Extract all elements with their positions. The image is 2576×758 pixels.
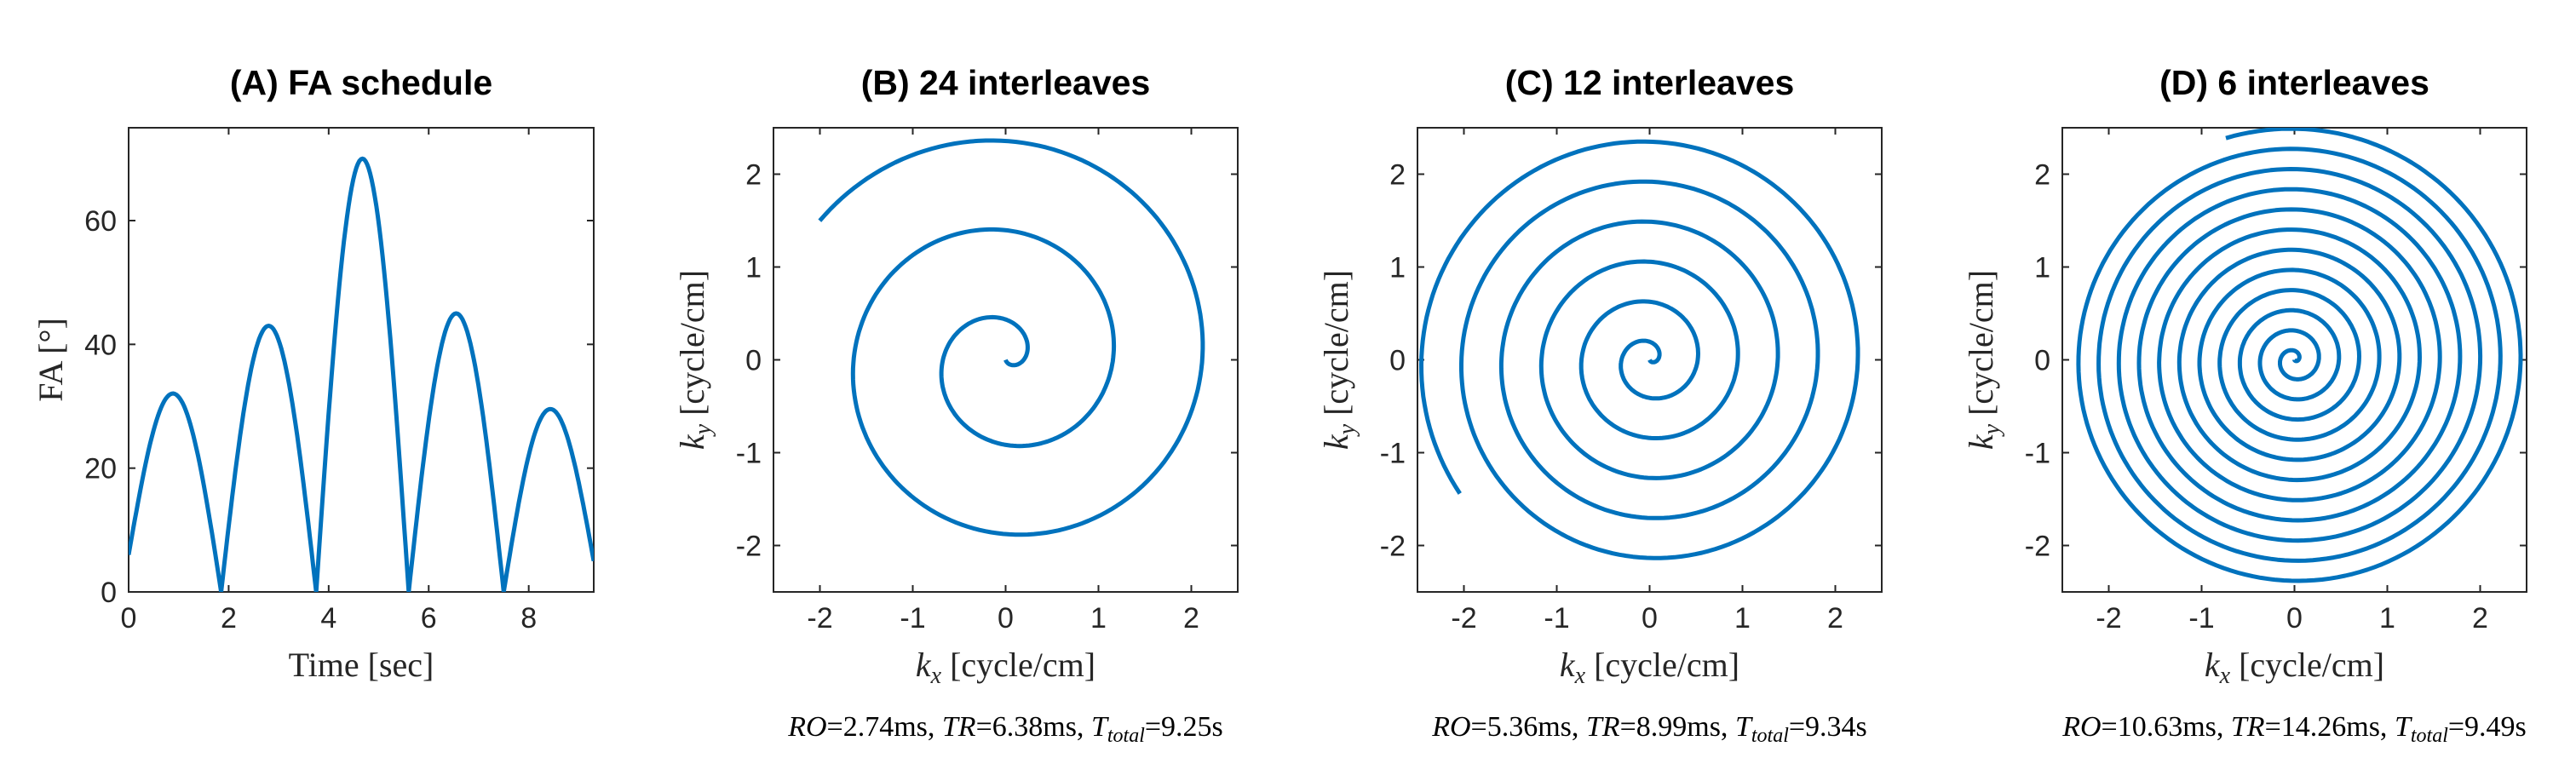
chart-title: (B) 24 interleaves [861, 63, 1151, 102]
x-axis-label: kx [cycle/cm] [2205, 646, 2384, 689]
x-tick-label: -1 [2188, 602, 2214, 635]
y-tick-label: 0 [745, 345, 762, 377]
x-tick-label: 4 [320, 602, 336, 635]
y-tick-label: 20 [84, 453, 117, 485]
y-tick-label: -2 [736, 531, 762, 563]
panel-c: -2 -1 0 1 2 -2 -1 0 1 2 (C) 12 interleaves kx [cycl… [1317, 63, 1883, 747]
x-tick-label: -2 [1451, 602, 1476, 635]
data-line [129, 156, 594, 592]
x-tick-label: 2 [1827, 602, 1843, 635]
chart-title: (A) FA schedule [230, 63, 492, 102]
x-tick-label: 6 [421, 602, 437, 635]
x-tick-label: -2 [807, 602, 832, 635]
acquisition-caption: RO=10.63ms, TR=14.26ms, Ttotal=9.49s [2061, 711, 2527, 747]
x-axis-label: kx [cycle/cm] [1560, 646, 1739, 689]
chart-title: (D) 6 interleaves [2159, 63, 2429, 102]
y-axis-label: ky [cycle/cm] [673, 270, 716, 450]
x-tick-label: 0 [2286, 602, 2303, 635]
y-tick-label: 2 [745, 159, 762, 192]
x-axis-label: kx [cycle/cm] [916, 646, 1095, 689]
x-tick-label: 1 [1090, 602, 1107, 635]
y-axis-label: ky [cycle/cm] [1317, 270, 1360, 450]
panel-d: -2 -1 0 1 2 -2 -1 0 1 2 (D) 6 interleaves kx [cycle… [1962, 63, 2527, 747]
x-tick-label: -2 [2096, 602, 2121, 635]
y-tick-label: 1 [745, 252, 762, 284]
data-line [1419, 139, 1860, 560]
acquisition-caption: RO=2.74ms, TR=6.38ms, Ttotal=9.25s [787, 711, 1223, 747]
x-tick-label: 8 [520, 602, 537, 635]
panel-a: 0 2 4 6 8 0 20 40 60 (A) FA schedule Time [sec] FA … [32, 63, 595, 684]
y-axis-label: ky [cycle/cm] [1962, 270, 2005, 450]
x-axis-label: Time [sec] [289, 646, 434, 684]
x-tick-label: 1 [1734, 602, 1751, 635]
y-tick-label: 0 [1389, 345, 1406, 377]
y-tick-label: -1 [1380, 438, 1406, 470]
x-tick-label: 2 [221, 602, 237, 635]
data-line [2076, 128, 2523, 583]
x-tick-label: 2 [2472, 602, 2488, 635]
y-tick-label: 0 [101, 577, 117, 609]
acquisition-caption: RO=5.36ms, TR=8.99ms, Ttotal=9.34s [1431, 711, 1867, 747]
panel-b: -2 -1 0 1 2 -2 -1 0 1 2 (B) 24 interleaves kx [cycl… [673, 63, 1239, 747]
x-tick-label: 0 [121, 602, 137, 635]
x-tick-label: 0 [998, 602, 1014, 635]
x-tick-label: -1 [1544, 602, 1569, 635]
y-tick-label: 1 [2034, 252, 2050, 284]
y-tick-label: -2 [1380, 531, 1406, 563]
y-tick-label: 40 [84, 329, 117, 361]
x-tick-label: 1 [2379, 602, 2395, 635]
x-tick-label: -1 [900, 602, 925, 635]
y-tick-label: 1 [1389, 252, 1406, 284]
data-line [818, 138, 1205, 537]
plot-frame [128, 127, 595, 593]
y-tick-label: -1 [736, 438, 762, 470]
chart-title: (C) 12 interleaves [1505, 63, 1795, 102]
y-tick-label: -1 [2025, 438, 2050, 470]
x-tick-label: 2 [1183, 602, 1199, 635]
y-tick-label: 0 [2034, 345, 2050, 377]
y-axis-label: FA [°] [32, 318, 70, 402]
y-tick-label: 2 [2034, 159, 2050, 192]
x-tick-label: 0 [1642, 602, 1658, 635]
y-tick-label: 2 [1389, 159, 1406, 192]
y-tick-label: -2 [2025, 531, 2050, 563]
y-tick-label: 60 [84, 205, 117, 238]
